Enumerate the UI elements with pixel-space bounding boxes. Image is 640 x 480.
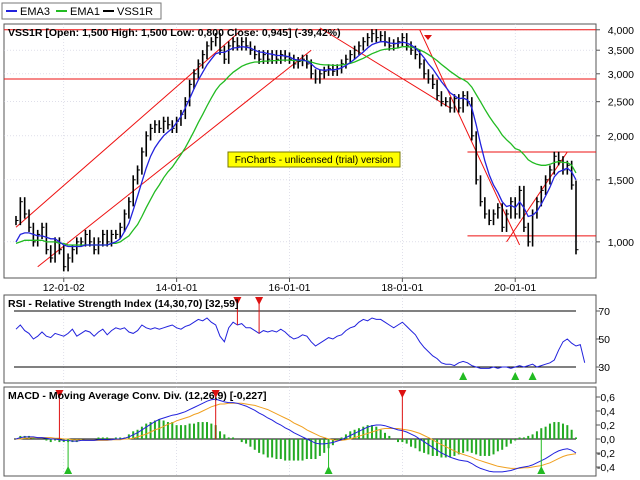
macd-plot-area — [3, 386, 597, 477]
macd-y-tick-label-2: 0,2 — [600, 420, 615, 432]
rsi-line — [15, 317, 586, 369]
macd-histogram — [19, 418, 577, 461]
price-y-axis: 4,000 3,500 3,000 2,500 2,000 1,500 1,000 — [596, 25, 634, 249]
watermark-text: FnCharts - unlicensed (trial) version — [235, 155, 393, 166]
legend-label-vss1r: VSS1R — [117, 6, 153, 18]
ema3-line — [15, 41, 577, 248]
price-trend-line-2 — [319, 27, 451, 109]
macd-y-axis: 0,6 0,4 0,2 0,0 -0,2 -0,4 — [596, 392, 615, 474]
rsi-signal-markers — [233, 297, 537, 380]
rsi-sell-marker-0 — [233, 297, 242, 305]
price-y-tick-label-5: 1,500 — [608, 175, 634, 187]
rsi-sell-marker-1 — [255, 297, 264, 305]
rsi-y-axis: 70 50 30 — [596, 306, 610, 374]
trial-watermark: FnCharts - unlicensed (trial) version — [227, 151, 401, 168]
macd-buy-marker-1 — [324, 466, 333, 474]
price-panel-title: VSS1R [Open: 1,500 High: 1,500 Low: 0,80… — [8, 27, 341, 39]
rsi-level-lines — [14, 310, 576, 368]
price-trend-line-0 — [15, 29, 243, 228]
macd-buy-marker-0 — [64, 466, 73, 474]
price-y-tick-label-6: 1,000 — [608, 237, 634, 249]
price-sell-marker — [424, 34, 432, 40]
macd-y-tick-label-4: -0,2 — [597, 448, 615, 460]
macd-y-tick-label-3: 0,0 — [600, 434, 615, 446]
watermark-box — [227, 151, 401, 168]
rsi-y-tick-label-0: 70 — [598, 306, 610, 318]
macd-signal-markers — [55, 390, 546, 474]
price-x-tick-label-4: 20-01-01 — [494, 282, 536, 294]
legend: EMA3 EMA1 VSS1R — [1, 2, 162, 20]
macd-sell-marker-1 — [211, 390, 220, 398]
rsi-buy-marker-0 — [459, 372, 468, 380]
rsi-panel: 70 50 30 RSI - Relative Strength Index (14… — [3, 294, 610, 384]
rsi-panel-title: RSI - Relative Strength Index (14,30,70)… — [8, 298, 239, 310]
macd-y-tick-label-5: -0,4 — [597, 462, 615, 474]
price-trend-line-1 — [37, 49, 312, 268]
macd-panel-title: MACD - Moving Average Conv. Div. (12,26,… — [8, 390, 266, 402]
macd-line — [15, 398, 577, 473]
macd-panel: 0,6 0,4 0,2 0,0 -0,2 -0,4 MACD - Moving Avera… — [3, 386, 615, 477]
rsi-y-tick-label-2: 30 — [598, 362, 610, 374]
legend-label-ema3: EMA3 — [20, 6, 50, 18]
rsi-y-tick-label-1: 50 — [598, 334, 610, 346]
macd-y-tick-label-0: 0,6 — [600, 392, 615, 404]
price-x-tick-label-2: 16-01-01 — [268, 282, 310, 294]
price-plot-area — [3, 23, 597, 279]
price-y-tick-label-3: 2,500 — [608, 97, 634, 109]
macd-buy-marker-2 — [537, 466, 546, 474]
price-x-tick-label-0: 12-01-02 — [43, 282, 85, 294]
price-trend-line-4 — [506, 151, 568, 243]
macd-sell-marker-2 — [398, 390, 407, 398]
rsi-buy-marker-1 — [511, 372, 520, 380]
price-panel: 4,000 3,500 3,000 2,500 2,000 1,500 1,000 12-0… — [3, 23, 634, 294]
price-y-tick-label-1: 3,500 — [608, 45, 634, 57]
price-y-tick-label-4: 2,000 — [608, 131, 634, 143]
price-x-tick-label-1: 14-01-01 — [156, 282, 198, 294]
price-grid — [4, 24, 596, 278]
legend-box — [1, 2, 162, 20]
price-reference-lines — [4, 29, 596, 237]
price-x-tick-label-3: 18-01-01 — [381, 282, 423, 294]
price-y-tick-label-2: 3,000 — [608, 69, 634, 81]
macd-sell-marker-0 — [55, 390, 64, 398]
price-x-axis: 12-01-02 14-01-01 16-01-01 18-01-01 20-01-01 — [43, 278, 536, 294]
macd-y-tick-label-1: 0,4 — [600, 406, 615, 418]
rsi-buy-marker-2 — [528, 372, 537, 380]
legend-label-ema1: EMA1 — [70, 6, 100, 18]
price-y-tick-label-0: 4,000 — [608, 25, 634, 37]
